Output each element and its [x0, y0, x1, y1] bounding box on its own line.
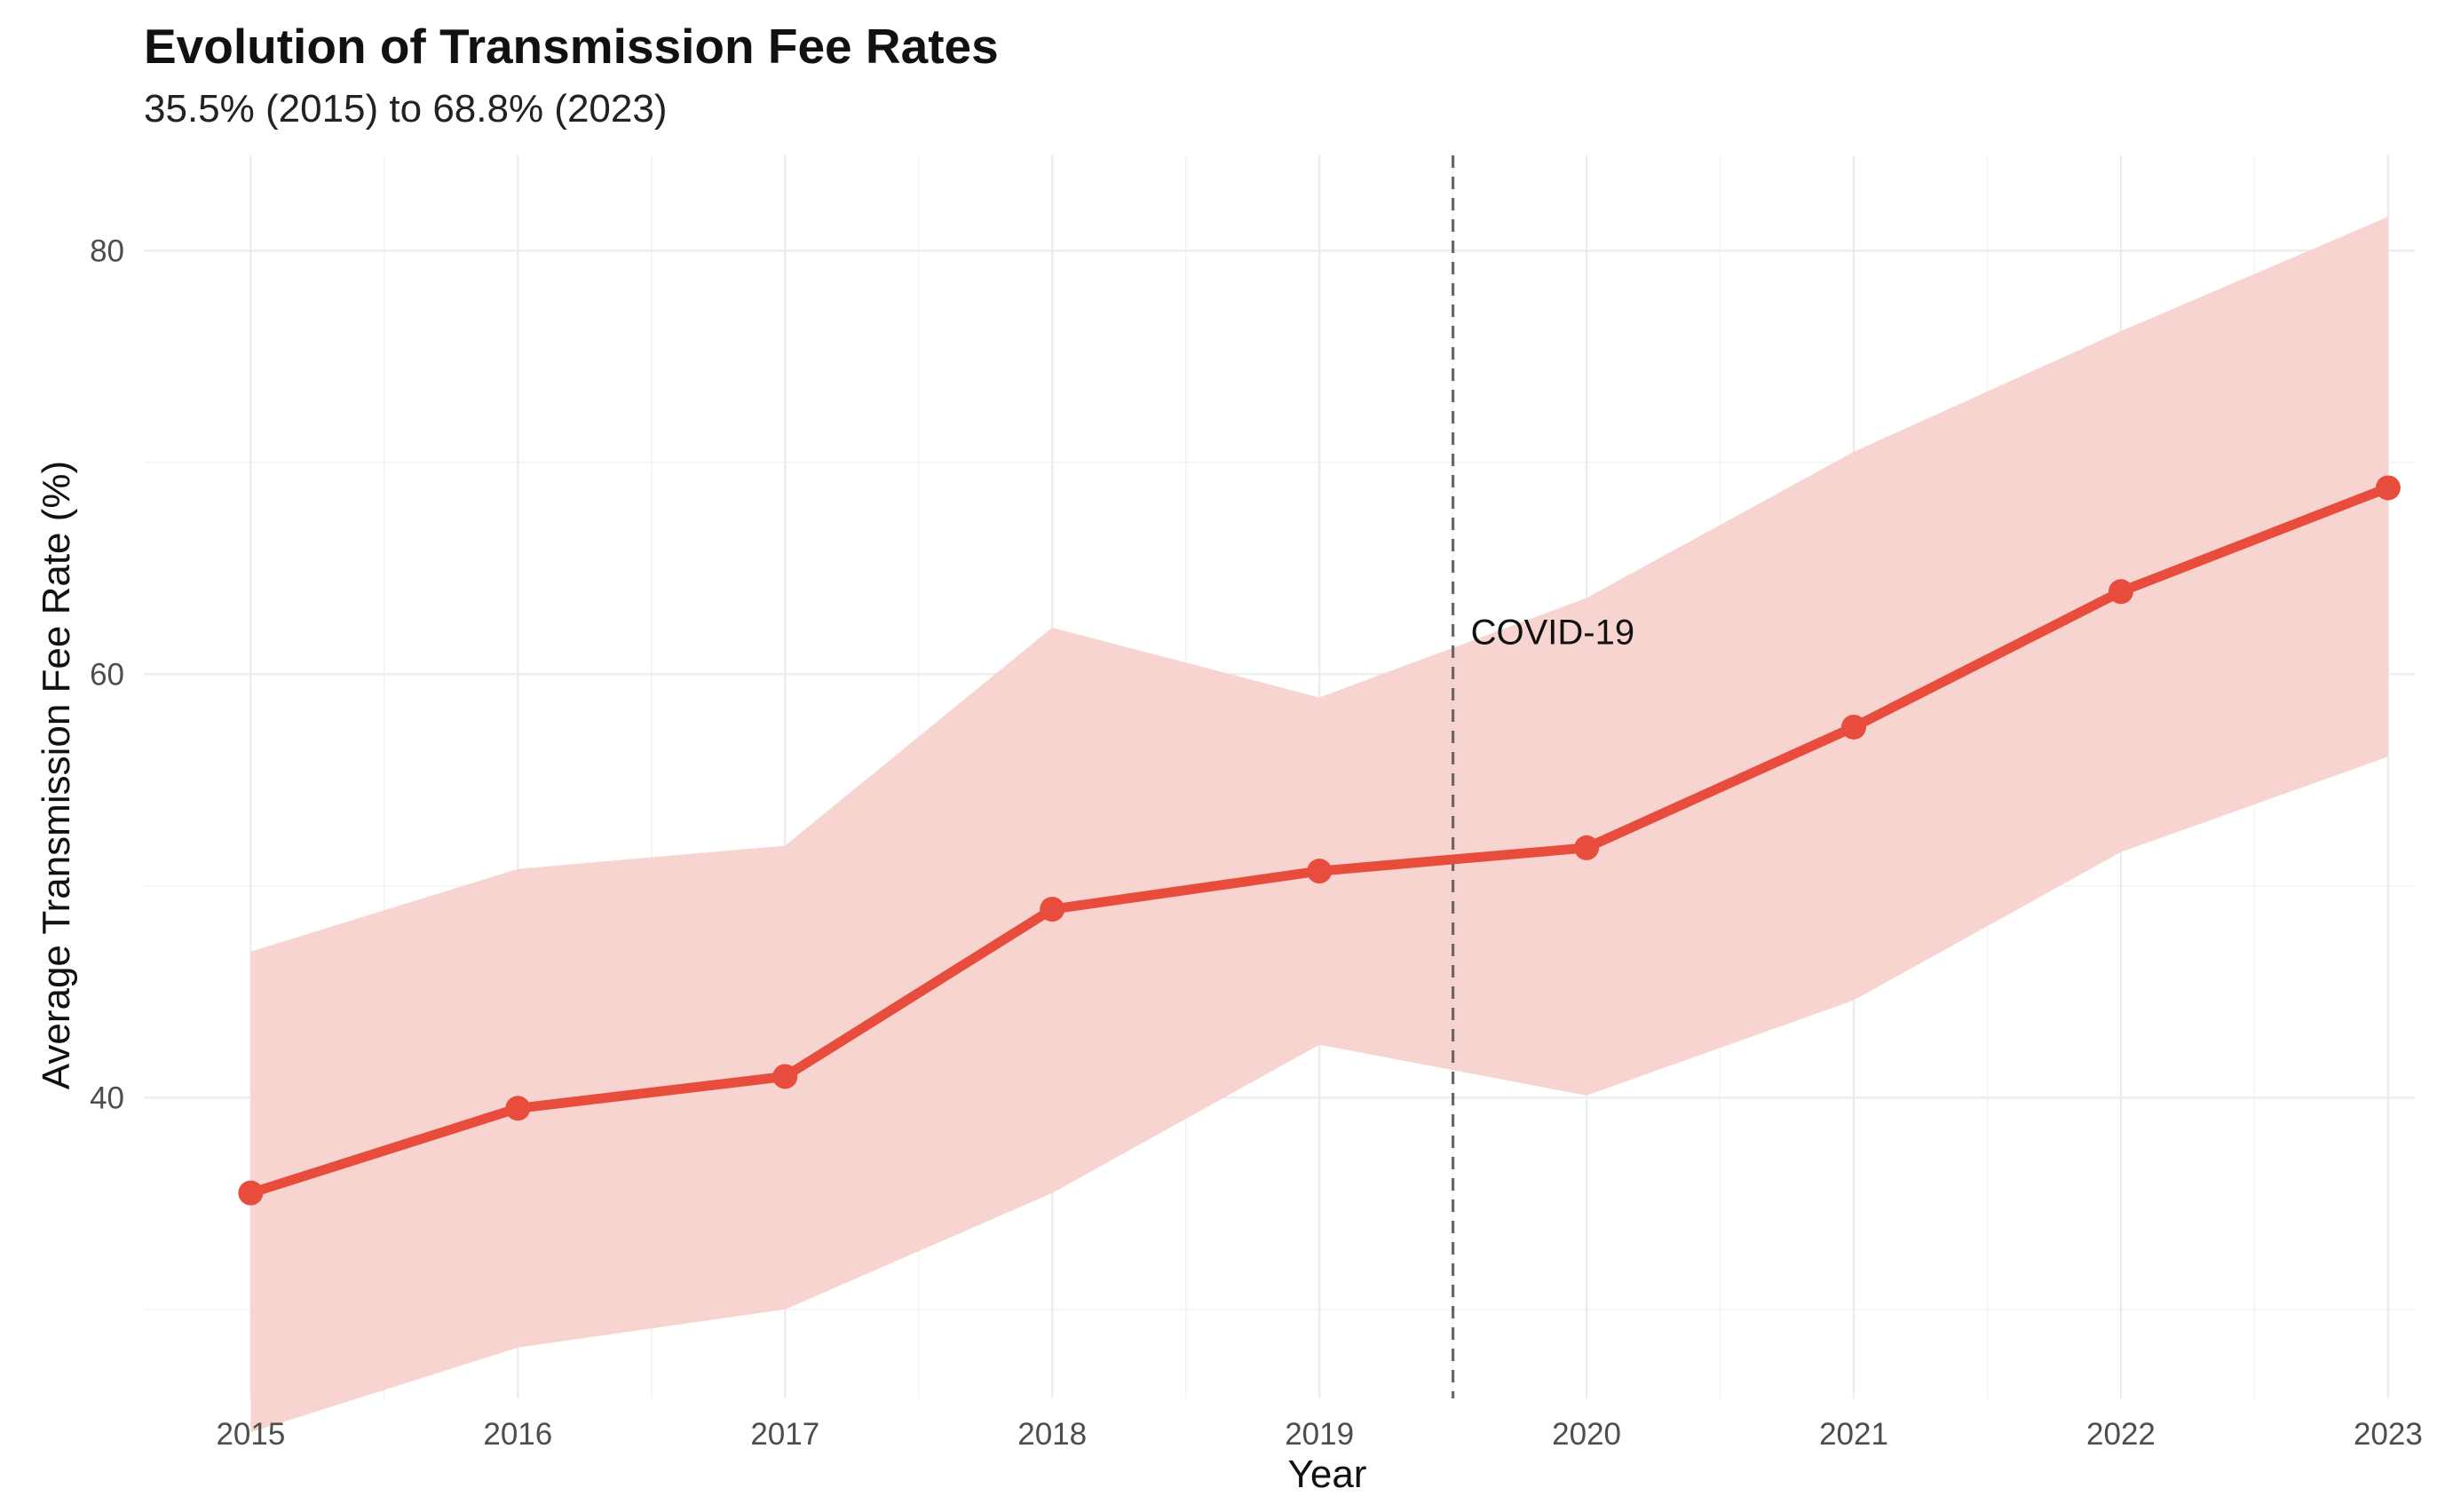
data-point [1841, 714, 1867, 740]
x-tick-label: 2023 [2354, 1417, 2423, 1452]
x-tick-label: 2018 [1017, 1417, 1087, 1452]
data-points-layer [238, 475, 2401, 1206]
data-point [1574, 835, 1600, 860]
data-point [238, 1180, 264, 1206]
x-tick-label: 2020 [1552, 1417, 1621, 1452]
confidence-band-layer [250, 217, 2388, 1433]
x-tick-label: 2015 [216, 1417, 285, 1452]
annotation-layer: COVID-19 [1452, 155, 1635, 1398]
confidence-band [250, 217, 2388, 1433]
y-tick-label: 60 [90, 657, 124, 692]
x-tick-label: 2019 [1285, 1417, 1354, 1452]
x-tick-label: 2017 [750, 1417, 819, 1452]
covid-label: COVID-19 [1471, 614, 1635, 653]
data-point [1040, 897, 1065, 922]
x-tick-label: 2021 [1819, 1417, 1888, 1452]
x-tick-label: 2016 [483, 1417, 552, 1452]
y-axis-title: Average Transmission Fee Rate (%) [35, 461, 78, 1089]
y-axis-ticks: 40 60 80 [90, 234, 124, 1115]
chart-subtitle: 35.5% (2015) to 68.8% (2023) [144, 87, 668, 131]
y-tick-label: 80 [90, 234, 124, 268]
x-axis-title: Year [1288, 1453, 1367, 1496]
data-point [1307, 859, 1333, 884]
x-axis-ticks: 2015 2016 2017 2018 2019 2020 2021 2022 2023 [216, 1417, 2422, 1452]
chart-title: Evolution of Transmission Fee Rates [144, 19, 999, 74]
data-point [505, 1096, 531, 1121]
data-point [2375, 475, 2401, 501]
x-tick-label: 2022 [2086, 1417, 2156, 1452]
y-tick-label: 40 [90, 1081, 124, 1115]
data-point [2108, 579, 2133, 605]
data-point [772, 1064, 798, 1089]
